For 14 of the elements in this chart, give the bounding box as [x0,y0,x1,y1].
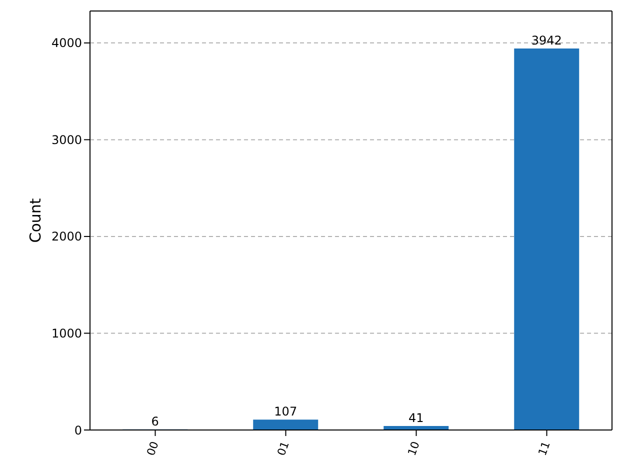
y-tick-label: 3000 [51,132,82,147]
x-tick-label: 11 [536,440,553,458]
data-label: 6 [151,414,159,428]
y-tick-label: 0 [74,423,82,438]
y-axis-title: Count [26,198,44,243]
y-tick-label: 4000 [51,36,82,50]
y-tick-label: 1000 [51,326,82,340]
x-tick-label: 10 [405,440,422,458]
data-label: 41 [408,411,424,426]
x-tick-label: 00 [144,440,162,458]
data-label: 107 [274,404,298,419]
data-label: 3942 [531,34,562,48]
y-tick-label: 2000 [51,230,82,244]
x-tick-label: 01 [274,440,292,458]
